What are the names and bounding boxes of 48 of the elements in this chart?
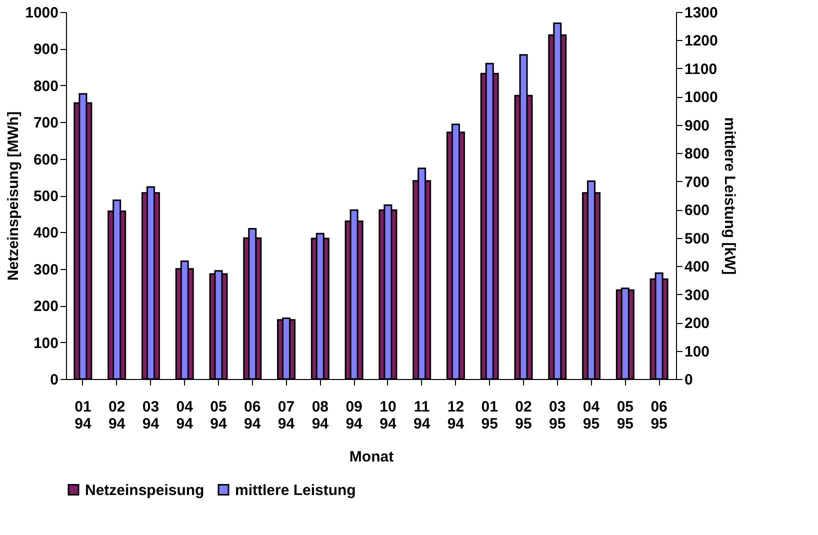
x-tick-label: 09 94 [346,398,364,432]
y2-tick-label: 900 [684,117,710,134]
y2-tick-label: 200 [684,315,710,332]
legend-label: mittlere Leistung [235,482,356,499]
y2-tick-label: 1100 [684,60,718,78]
y-tick-label: 900 [33,41,58,58]
x-tick-label: 03 95 [549,398,566,432]
x-tick-label: 12 94 [447,398,465,432]
x-tick-label: 11 94 [413,398,431,432]
x-tick-label: 06 94 [244,398,262,432]
y2-tick-label: 1300 [684,4,718,22]
x-tick-label: 07 94 [278,398,296,432]
y-tick-label: 600 [33,151,58,168]
x-tick-label: 04 94 [176,398,194,432]
y-tick-label: 200 [33,298,58,316]
y2-tick-label: 0 [684,372,693,388]
legend-label: Netzeinspeisung [85,482,204,499]
x-tick-label: 10 94 [380,398,397,432]
y2-tick-label: 1200 [684,32,718,50]
y-tick-label: 100 [33,334,58,352]
x-tick-label: 02 95 [515,398,532,432]
y2-tick-label: 800 [684,146,710,163]
y-axis-title: Netzeinspeisung [MWh] [5,111,22,281]
x-tick-label: 08 94 [312,398,330,432]
y2-tick-label: 700 [684,174,710,191]
y2-tick-label: 500 [684,230,710,248]
y2-tick-label: 300 [684,286,710,304]
y-tick-label: 1000 [25,4,58,22]
x-axis-title: Monat [349,448,394,466]
x-tick-label: 05 94 [210,398,228,432]
y2-tick-label: 600 [684,202,710,220]
x-tick-label: 06 95 [650,398,668,432]
y2-tick-label: 1000 [684,89,718,106]
x-tick-label: 03 94 [142,398,160,432]
y-tick-label: 0 [50,372,58,388]
y2-axis-title: mittlere Leistung [kW] [720,117,738,275]
x-tick-label: 01 95 [481,398,498,432]
y2-tick-label: 400 [684,258,710,276]
x-tick-label: 04 95 [582,398,600,432]
y-tick-label: 500 [33,188,58,205]
y2-tick-label: 100 [684,343,710,360]
y-tick-label: 300 [33,261,58,278]
y-tick-label: 700 [33,114,58,132]
y-tick-label: 800 [33,78,58,95]
x-tick-label: 02 94 [108,398,126,432]
y-tick-label: 400 [33,224,58,242]
x-tick-label: 01 94 [74,398,92,432]
x-tick-label: 05 95 [616,398,634,432]
